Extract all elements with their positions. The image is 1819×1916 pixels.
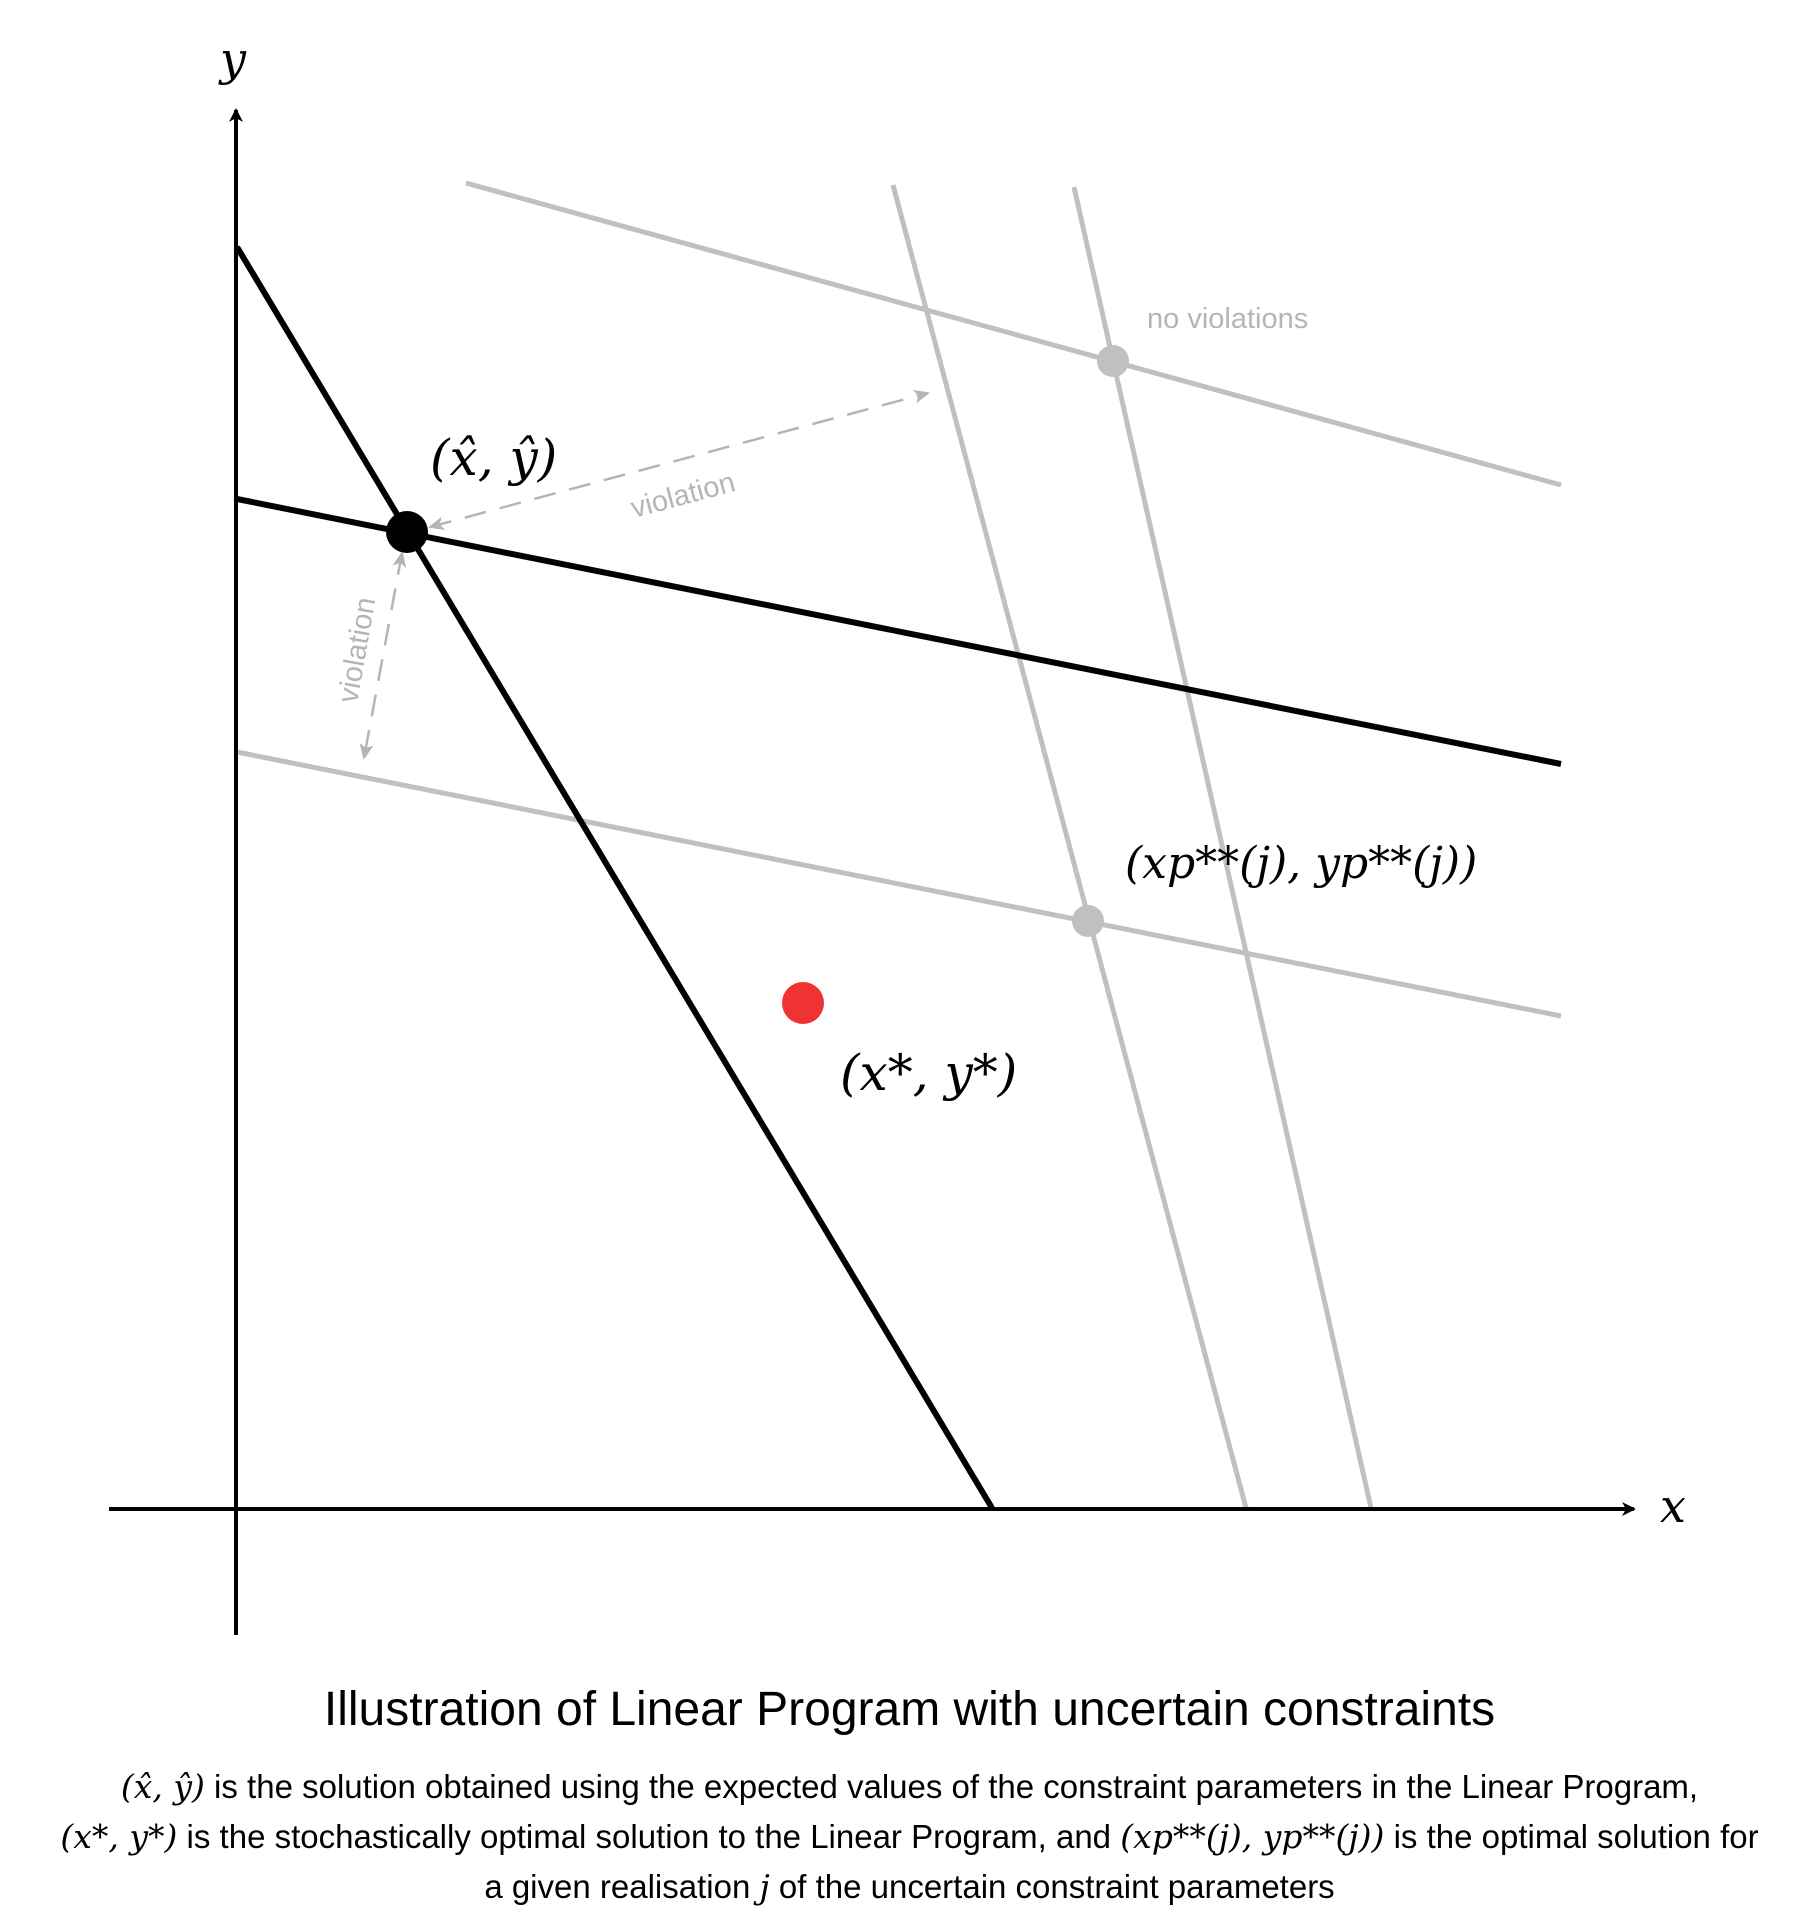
constraint-line-shallow xyxy=(236,496,1562,767)
violation-arrow-diagonal xyxy=(428,389,930,531)
caption-math-optimal: (x*, y*) xyxy=(60,1817,178,1856)
optimal-solution-point xyxy=(782,982,824,1024)
realisation-solution-point xyxy=(1072,905,1104,937)
deterministic-constraints xyxy=(234,245,1562,1510)
uncertain-constraints xyxy=(236,180,1562,1509)
expected-solution-label: (x̂, ŷ) xyxy=(430,429,557,487)
caption-line-3: a given realisation j of the uncertain c… xyxy=(0,1862,1819,1912)
uncertain-constraint-lower xyxy=(236,749,1562,1019)
violation-arrows xyxy=(359,389,930,760)
y-axis-label: y xyxy=(218,32,247,86)
uncertain-constraint-top xyxy=(465,180,1562,488)
caption-math-j: j xyxy=(759,1867,770,1906)
constraint-line-steep xyxy=(234,245,995,1510)
caption-text-2b: is the optimal solution for xyxy=(1384,1818,1759,1855)
caption-line-1: (x̂, ŷ) is the solution obtained using t… xyxy=(0,1762,1819,1812)
caption-text-2a: is the stochastically optimal solution t… xyxy=(177,1818,1121,1855)
uncertain-constraint-steep-right xyxy=(1071,186,1374,1509)
caption-text-3a: a given realisation xyxy=(484,1868,760,1905)
caption-math-expected: (x̂, ŷ) xyxy=(120,1767,205,1806)
no-violation-point xyxy=(1097,345,1129,377)
caption-math-realisation: (xp**(j), yp**(j)) xyxy=(1120,1817,1385,1856)
caption-title: Illustration of Linear Program with unce… xyxy=(323,1683,1496,1736)
caption-text-3b: of the uncertain constraint parameters xyxy=(769,1868,1335,1905)
violation-label-diagonal: violation xyxy=(628,466,739,524)
x-axis-label: x xyxy=(1660,1479,1686,1533)
caption-line-2: (x*, y*) is the stochastically optimal s… xyxy=(0,1812,1819,1862)
no-violations-label: no violations xyxy=(1147,303,1308,335)
optimal-solution-label: (x*, y*) xyxy=(840,1044,1017,1102)
uncertain-constraint-steep-left xyxy=(890,184,1249,1509)
expected-solution-point xyxy=(386,511,428,553)
caption-text-1: is the solution obtained using the expec… xyxy=(204,1768,1699,1805)
realisation-solution-label: (xp**(j), yp**(j)) xyxy=(1125,838,1477,889)
axes xyxy=(109,108,1636,1635)
figure-caption: Illustration of Linear Program with unce… xyxy=(0,1680,1819,1912)
violation-label-vertical: violation xyxy=(332,595,382,705)
caption-body: (x̂, ŷ) is the solution obtained using t… xyxy=(0,1762,1819,1912)
